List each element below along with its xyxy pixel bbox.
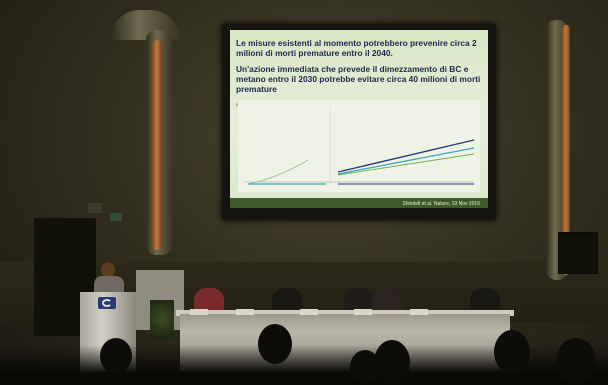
slide-text-line2: Un'azione immediata che prevede il dimez… — [236, 64, 481, 94]
logo-mark — [102, 299, 112, 307]
potted-plant — [150, 300, 174, 346]
slide-citation: Shindell et al. Nature, 19 Nov 2016 — [402, 201, 480, 207]
slide-chart — [238, 100, 480, 192]
presenter-body — [94, 276, 124, 294]
audience-head — [100, 338, 132, 374]
presenter — [92, 262, 126, 294]
panel-table-top — [176, 310, 514, 316]
chart-background — [238, 100, 480, 192]
chart-line-green — [337, 153, 475, 176]
audience-head — [258, 324, 292, 364]
chart-line-dark — [337, 139, 475, 173]
nameplate — [190, 309, 208, 315]
emergency-sign — [110, 213, 122, 221]
audience-head — [374, 340, 410, 384]
audience-head — [556, 338, 596, 384]
panelist — [372, 288, 402, 314]
nameplate — [354, 309, 372, 315]
nameplate — [410, 309, 428, 315]
chart-line-left — [247, 159, 309, 185]
projected-slide: Le misure esistenti al momento potrebber… — [230, 30, 488, 208]
slide-text-line1: Le misure esistenti al momento potrebber… — [236, 38, 477, 58]
panelist — [470, 288, 500, 314]
audience-head — [494, 330, 530, 374]
loudspeaker — [558, 232, 598, 274]
institution-logo-icon — [98, 297, 116, 309]
nameplate — [300, 309, 318, 315]
copper-pipe-left — [152, 40, 162, 250]
nameplate — [236, 309, 254, 315]
slide-footer: Shindell et al. Nature, 19 Nov 2016 — [230, 198, 488, 208]
copper-pipe-right — [562, 25, 570, 275]
panelist — [272, 288, 302, 314]
presenter-head — [101, 262, 115, 278]
chart-line-teal — [337, 147, 475, 175]
wall-sign — [88, 203, 102, 213]
